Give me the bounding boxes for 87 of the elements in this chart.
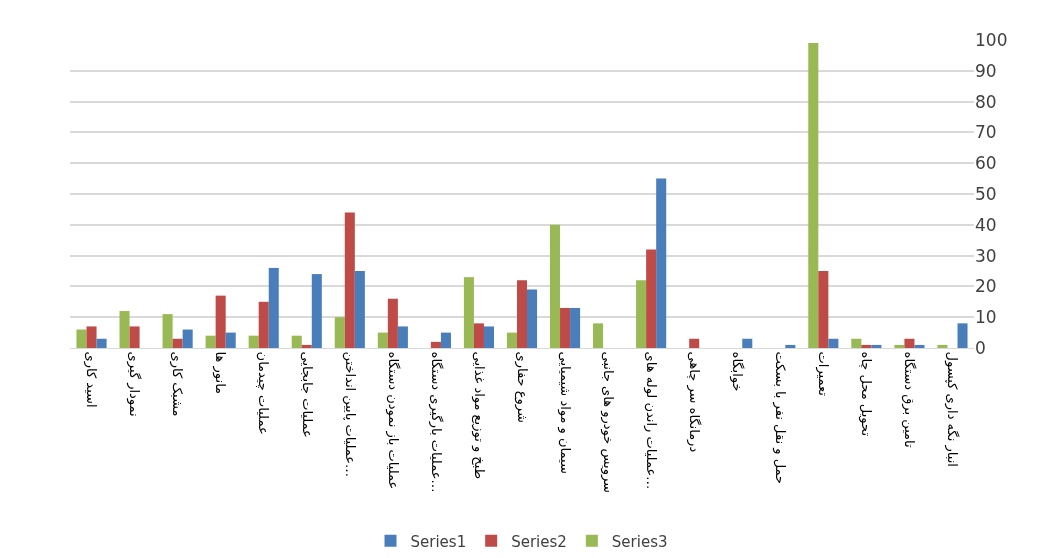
legend-label: Series2 [511,532,567,551]
bar [268,267,279,348]
bar [172,338,183,348]
x-tick-label: تامین برق دستگاه [901,351,918,449]
bar [354,271,365,348]
bar [291,335,302,348]
x-tick-label: طبخ و توزیع مواد غذایی [470,351,487,479]
bar [914,344,925,348]
bar [861,344,872,348]
y-tick-label: 20 [975,276,997,297]
x-tick-label: اسید کاری [83,351,100,408]
x-tick-label: درمانگاه سر چاهی [685,351,702,453]
x-tick-label: تعمیرات [815,351,832,397]
bar [636,280,647,348]
bar [334,317,345,348]
bar [440,332,451,348]
bar [344,212,355,348]
x-tick-label: عملیات بارگیری دستگاه… [427,351,444,493]
bar [430,341,441,348]
y-tick-label: 100 [975,29,1008,50]
x-tick-label: تحویل محل چاه [858,351,875,437]
bar [656,178,667,348]
x-tick-label: عملیات جابجایی [299,351,315,438]
bar [215,295,226,348]
y-tick-label: 10 [975,307,997,328]
y-tick-label: 40 [975,214,997,235]
x-tick-label: سرویس خودرو های جانبی [599,351,616,494]
x-tick-label: مانور ها [212,351,229,395]
y-tick-label: 90 [975,60,997,81]
bar [483,326,495,348]
bar [785,344,796,348]
x-tick-label: عملیات باز نمودن دستگاه [384,351,401,490]
y-tick-label: 0 [975,337,986,358]
legend-label: Series3 [611,532,668,551]
bar [225,332,236,348]
y-tick-label: 50 [975,183,997,204]
x-tick-label: عملیات پایین انداختن… [341,351,358,478]
bar [463,277,474,348]
bar [549,224,561,348]
bar [473,323,484,348]
bar [86,326,97,348]
bar [162,314,173,348]
bar [119,311,130,348]
bar [894,344,905,348]
bar [742,338,753,348]
y-tick-label: 30 [975,245,997,266]
x-tick-label: حمل و نقل نفر با بسکت [772,351,789,485]
x-tick-label: عملیات راندن لوله های… [642,351,659,490]
bar [808,43,819,348]
bar [377,332,388,348]
bar [646,249,657,348]
y-tick-label: 60 [975,153,997,174]
bar [301,344,312,348]
bar [937,344,948,348]
x-tick-label: انبار نگه داری کپسول [944,351,961,467]
bar [311,274,322,348]
y-tick-label: 80 [975,91,997,112]
bar [258,301,269,348]
bar [828,338,839,348]
bar [76,329,87,348]
bar [506,332,517,348]
x-tick-label: عملیات چیدمان [256,351,272,435]
x-tick-label: سیمان و مواد شیمیایی [556,351,573,474]
bar [689,338,700,348]
bar [957,323,968,348]
bar [818,271,829,348]
bar [205,335,216,348]
bar [871,344,882,348]
bar [387,298,398,348]
x-tick-label: مشبک کاری [169,351,186,417]
bar [904,338,915,348]
bar [182,329,193,348]
bar [96,338,107,348]
bar [397,326,408,348]
bar [516,280,528,348]
x-tick-label: خوابگاه [729,351,746,392]
bar [560,307,571,348]
bar [593,323,604,348]
bar [248,335,259,348]
bar [570,307,581,348]
x-tick-label: نمودار گیری [126,351,143,417]
x-tick-label: شروع حفاری [513,351,530,423]
y-tick-label: 70 [975,122,997,143]
bar [851,338,862,348]
bar [129,326,140,348]
legend-label: Series1 [410,532,467,551]
bar [527,289,538,348]
